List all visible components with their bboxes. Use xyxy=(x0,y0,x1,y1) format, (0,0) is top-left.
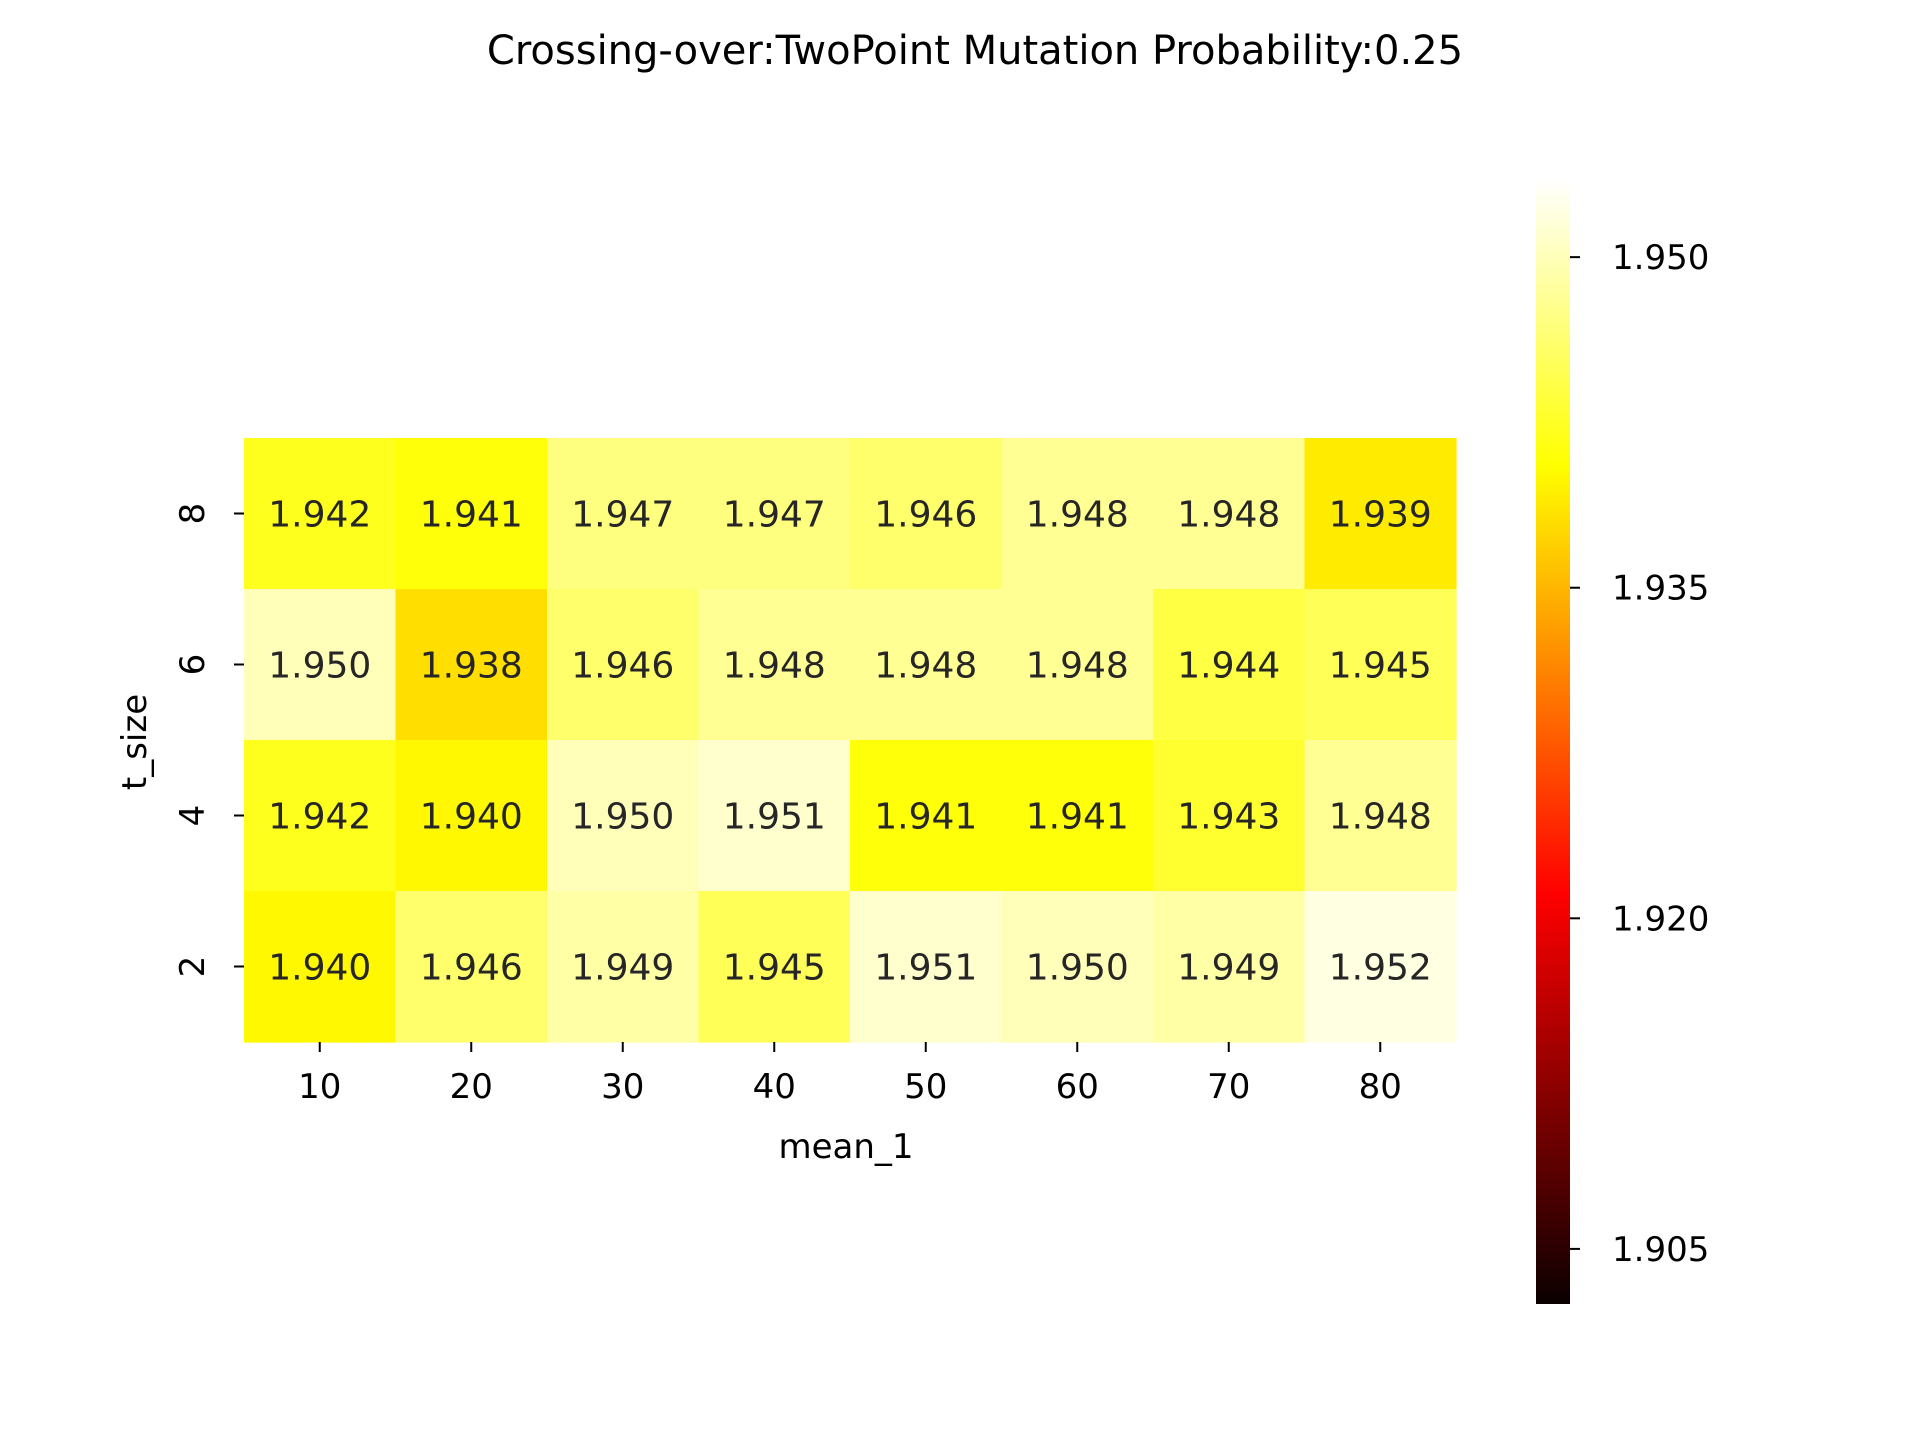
heatmap-cell xyxy=(395,438,548,590)
cell-value-label: 1.940 xyxy=(268,948,371,989)
cell-value-label: 1.948 xyxy=(723,646,826,687)
colorbar-tick-label: 1.920 xyxy=(1612,899,1709,939)
heatmap-cell xyxy=(1153,891,1306,1043)
cell-value-label: 1.941 xyxy=(1026,797,1129,838)
x-axis-label: mean_1 xyxy=(778,1127,913,1167)
cell-value-label: 1.948 xyxy=(1329,797,1432,838)
heatmap-cell xyxy=(547,740,700,892)
heatmap-cell xyxy=(547,891,700,1043)
heatmap-cell xyxy=(1304,589,1457,741)
x-tick-label: 50 xyxy=(904,1067,947,1107)
cell-value-label: 1.951 xyxy=(874,948,977,989)
colorbar-tick-label: 1.905 xyxy=(1612,1230,1709,1270)
cell-value-label: 1.945 xyxy=(723,948,826,989)
colorbar-ticks: 1.905 1.920 1.935 1.950 xyxy=(1570,238,1709,1270)
heatmap-cell xyxy=(850,891,1003,1043)
cell-value-label: 1.938 xyxy=(420,646,523,687)
y-tick-label: 2 xyxy=(173,956,213,978)
heatmap-cell xyxy=(698,589,851,741)
cell-value-label: 1.949 xyxy=(1177,948,1280,989)
cell-value-label: 1.940 xyxy=(420,797,523,838)
x-tick-label: 70 xyxy=(1207,1067,1250,1107)
cell-value-label: 1.950 xyxy=(571,797,674,838)
cell-value-label: 1.947 xyxy=(571,495,674,536)
heatmap-cell xyxy=(1304,740,1457,892)
cell-value-label: 1.941 xyxy=(420,495,523,536)
cell-value-label: 1.941 xyxy=(874,797,977,838)
cell-value-label: 1.950 xyxy=(1026,948,1129,989)
cell-value-label: 1.946 xyxy=(571,646,674,687)
cell-value-label: 1.946 xyxy=(420,948,523,989)
y-axis-label: t_size xyxy=(115,694,155,790)
heatmap-cell xyxy=(547,589,700,741)
cell-value-label: 1.942 xyxy=(268,797,371,838)
heatmap-cell xyxy=(850,740,1003,892)
heatmap-cell xyxy=(395,589,548,741)
heatmap-cell xyxy=(1153,589,1306,741)
heatmap-cell xyxy=(698,740,851,892)
colorbar-tick-label: 1.935 xyxy=(1612,569,1709,609)
y-tick-label: 8 xyxy=(173,503,213,525)
heatmap-cell xyxy=(1153,740,1306,892)
cell-value-label: 1.944 xyxy=(1177,646,1280,687)
cell-value-label: 1.948 xyxy=(874,646,977,687)
heatmap-cell xyxy=(244,438,397,590)
cell-value-label: 1.948 xyxy=(1177,495,1280,536)
heatmap-cell xyxy=(395,891,548,1043)
heatmap-cell xyxy=(850,589,1003,741)
heatmap-cell xyxy=(244,740,397,892)
cell-value-label: 1.943 xyxy=(1177,797,1280,838)
x-tick-label: 40 xyxy=(753,1067,796,1107)
colorbar xyxy=(1536,180,1570,1304)
x-tick-label: 60 xyxy=(1056,1067,1099,1107)
x-tick-label: 80 xyxy=(1359,1067,1402,1107)
cell-value-label: 1.945 xyxy=(1329,646,1432,687)
y-axis: 8 6 4 2 xyxy=(173,503,244,978)
heatmap-cell xyxy=(1001,589,1154,741)
heatmap-cell xyxy=(244,589,397,741)
cell-value-label: 1.952 xyxy=(1329,948,1432,989)
heatmap-cells xyxy=(244,438,1457,1043)
heatmap-cell xyxy=(1304,438,1457,590)
cell-value-label: 1.942 xyxy=(268,495,371,536)
heatmap-cell xyxy=(698,891,851,1043)
cell-value-label: 1.949 xyxy=(571,948,674,989)
x-tick-label: 30 xyxy=(601,1067,644,1107)
cell-value-label: 1.947 xyxy=(723,495,826,536)
cell-value-label: 1.948 xyxy=(1026,646,1129,687)
cell-value-label: 1.939 xyxy=(1329,495,1432,536)
heatmap-cell xyxy=(395,740,548,892)
y-tick-label: 4 xyxy=(173,805,213,827)
heatmap-cell xyxy=(1153,438,1306,590)
x-axis: 10 20 30 40 50 60 70 80 xyxy=(298,1042,1402,1107)
chart-title: Crossing-over:TwoPoint Mutation Probabil… xyxy=(487,28,1463,74)
y-tick-label: 6 xyxy=(173,654,213,676)
heatmap-cell xyxy=(698,438,851,590)
heatmap-cell xyxy=(244,891,397,1043)
heatmap-cell xyxy=(1001,740,1154,892)
heatmap-cell xyxy=(1304,891,1457,1043)
x-tick-label: 20 xyxy=(450,1067,493,1107)
cell-value-label: 1.948 xyxy=(1026,495,1129,536)
x-tick-label: 10 xyxy=(298,1067,341,1107)
cell-value-label: 1.946 xyxy=(874,495,977,536)
colorbar-tick-label: 1.950 xyxy=(1612,238,1709,278)
heatmap-cell xyxy=(1001,438,1154,590)
heatmap-cell xyxy=(850,438,1003,590)
heatmap-value-labels: 1.942 1.941 1.947 1.947 1.946 1.948 1.948 1.939… xyxy=(268,495,1432,989)
cell-value-label: 1.950 xyxy=(268,646,371,687)
heatmap-cell xyxy=(1001,891,1154,1043)
cell-value-label: 1.951 xyxy=(723,797,826,838)
heatmap-cell xyxy=(547,438,700,590)
